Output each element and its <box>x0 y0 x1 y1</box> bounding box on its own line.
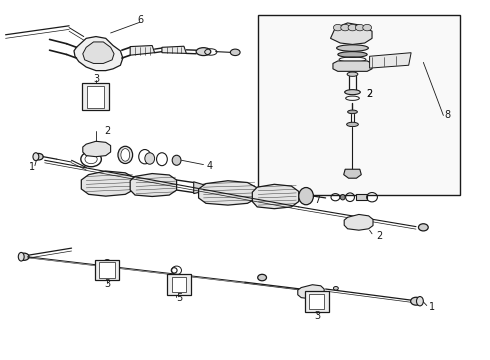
Ellipse shape <box>363 24 371 31</box>
Text: 7: 7 <box>314 195 320 206</box>
Ellipse shape <box>121 149 130 161</box>
Text: 2: 2 <box>376 231 383 240</box>
Polygon shape <box>130 45 155 55</box>
Polygon shape <box>130 174 176 197</box>
Ellipse shape <box>118 146 133 163</box>
Text: 2: 2 <box>367 89 373 99</box>
Bar <box>95 260 120 280</box>
Ellipse shape <box>34 153 43 160</box>
Polygon shape <box>83 141 111 157</box>
Bar <box>172 277 186 292</box>
Polygon shape <box>333 61 372 71</box>
Polygon shape <box>198 181 257 205</box>
Polygon shape <box>331 23 372 44</box>
Ellipse shape <box>346 122 358 127</box>
Bar <box>167 274 191 295</box>
Ellipse shape <box>277 189 296 204</box>
Ellipse shape <box>172 155 181 165</box>
Ellipse shape <box>355 24 364 31</box>
Text: 6: 6 <box>137 15 143 26</box>
Text: 8: 8 <box>445 111 451 121</box>
Bar <box>356 194 367 201</box>
Ellipse shape <box>282 192 292 201</box>
Text: 3: 3 <box>93 74 99 84</box>
Ellipse shape <box>416 297 423 306</box>
Ellipse shape <box>344 90 360 95</box>
Polygon shape <box>81 171 135 196</box>
Ellipse shape <box>337 45 368 51</box>
Text: 2: 2 <box>104 126 110 135</box>
Polygon shape <box>344 215 373 230</box>
Ellipse shape <box>411 297 421 305</box>
Ellipse shape <box>340 194 345 200</box>
Ellipse shape <box>258 274 267 281</box>
Ellipse shape <box>299 188 314 205</box>
Ellipse shape <box>85 155 97 164</box>
Text: 1: 1 <box>429 302 435 312</box>
Ellipse shape <box>33 153 39 161</box>
Ellipse shape <box>196 48 211 55</box>
Bar <box>305 291 329 312</box>
Polygon shape <box>369 53 411 68</box>
Bar <box>82 83 109 110</box>
Ellipse shape <box>338 51 367 57</box>
Bar <box>310 294 324 309</box>
Polygon shape <box>83 42 114 63</box>
Ellipse shape <box>347 72 358 76</box>
Ellipse shape <box>333 24 342 31</box>
Ellipse shape <box>348 24 357 31</box>
Polygon shape <box>74 37 123 71</box>
Ellipse shape <box>19 253 29 260</box>
Bar <box>87 86 104 108</box>
Polygon shape <box>252 184 299 209</box>
Ellipse shape <box>145 153 155 164</box>
Text: 2: 2 <box>367 89 373 99</box>
Polygon shape <box>343 169 361 178</box>
Ellipse shape <box>347 110 357 114</box>
Text: 1: 1 <box>29 162 35 172</box>
Ellipse shape <box>418 224 428 231</box>
Ellipse shape <box>333 287 338 290</box>
Ellipse shape <box>341 24 349 31</box>
Polygon shape <box>194 182 208 194</box>
Polygon shape <box>298 285 324 299</box>
Text: 3: 3 <box>314 311 320 320</box>
Bar <box>99 262 115 278</box>
Ellipse shape <box>230 49 240 55</box>
Text: 3: 3 <box>104 279 110 289</box>
Text: 4: 4 <box>206 161 212 171</box>
Ellipse shape <box>18 252 24 261</box>
Polygon shape <box>162 46 186 53</box>
Ellipse shape <box>104 260 110 264</box>
Text: 5: 5 <box>176 293 182 303</box>
Bar <box>258 15 460 195</box>
